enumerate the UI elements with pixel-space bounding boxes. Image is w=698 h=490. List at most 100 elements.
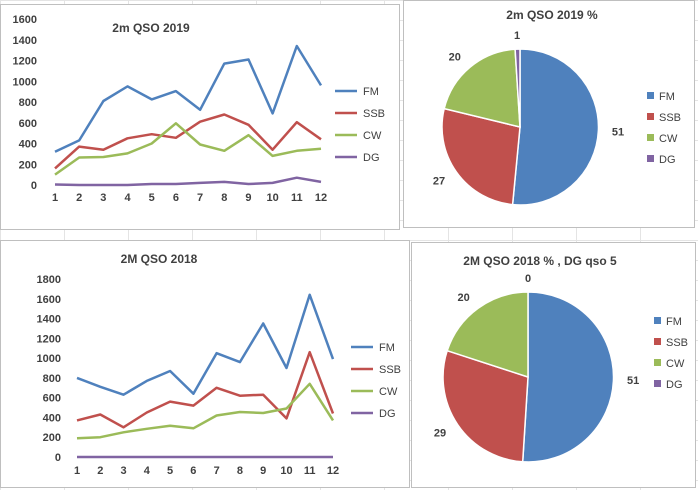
y-tick-label: 200 [43,432,61,444]
data-label: 51 [612,126,624,138]
data-label: 29 [434,428,446,440]
legend-label-fm: FM [666,316,682,328]
pie-chart-2018: 2M QSO 2018 % , DG qso 5 51 29 20 0 FM SSB CW DG [411,242,696,488]
legend-label-cw: CW [363,130,382,142]
legend-label-fm: FM [379,342,395,354]
x-tick-label: 1 [52,192,58,204]
data-label: 0 [525,273,531,285]
y-tick-label: 0 [31,180,37,192]
y-tick-label: 1600 [37,294,61,306]
legend-label-dg: DG [379,408,396,420]
pie-chart-2018-svg: 2M QSO 2018 % , DG qso 5 51 29 20 0 FM SSB CW DG [434,254,688,463]
legend-swatch-cw [654,359,661,366]
legend-label-ssb: SSB [666,337,688,349]
pie-chart-2019-svg: 2m QSO 2019 % 51 27 20 1 FM SSB CW DG [433,8,681,206]
series-line-ssb [54,113,322,170]
x-tick-label: 2 [76,192,82,204]
series-line-fm [54,44,323,153]
y-tick-label: 800 [43,373,61,385]
x-tick-label: 9 [260,465,266,477]
y-tick-label: 400 [43,412,61,424]
line-chart-2018-svg: 2M QSO 2018 0 200 400 600 800 1000 1200 1400 1600… [37,252,402,477]
pie-slice-ssb [441,107,521,206]
legend-swatch-ssb [654,338,661,345]
y-tick-label: 600 [19,118,37,130]
y-tick-label: 1000 [13,76,37,88]
line-chart-2019-svg: 2m QSO 2019 0 200 400 600 800 1000 1200 1400 1600… [13,14,386,204]
y-tick-label: 800 [19,97,37,109]
legend-label-ssb: SSB [363,108,385,120]
x-tick-label: 12 [315,192,327,204]
x-tick-label: 8 [221,192,227,204]
legend-label-ssb: SSB [379,364,401,376]
legend-label-cw: CW [666,358,685,370]
x-tick-label: 2 [97,465,103,477]
pie-slice-fm [521,291,615,463]
legend-label-dg: DG [659,154,676,166]
series-line-cw [76,382,335,440]
y-tick-label: 400 [19,139,37,151]
pie-slice-cw [443,48,521,128]
series-line-dg [54,176,322,187]
y-tick-label: 1200 [37,333,61,345]
legend-swatch-dg [654,380,661,387]
pie-chart-2019: 2m QSO 2019 % 51 27 20 1 FM SSB CW DG [403,0,695,228]
data-label: 27 [433,175,445,187]
series-line-fm [76,293,335,396]
chart-title: 2M QSO 2018 [121,252,198,266]
legend-label-cw: CW [659,133,678,145]
legend-swatch-fm [647,92,654,99]
x-tick-label: 11 [291,192,303,204]
x-tick-label: 10 [280,465,292,477]
legend-label-dg: DG [666,379,683,391]
chart-title: 2m QSO 2019 [112,21,190,35]
pie-slice-ssb [442,349,529,463]
data-label: 1 [514,30,520,42]
x-tick-label: 7 [197,192,203,204]
y-tick-label: 1800 [37,274,61,286]
legend-swatch-fm [654,317,661,324]
y-tick-label: 1600 [13,14,37,26]
pie-slice-fm [511,48,600,206]
legend-label-fm: FM [659,91,675,103]
pie-slice-cw [446,291,529,379]
x-tick-label: 7 [214,465,220,477]
y-tick-label: 200 [19,159,37,171]
x-tick-label: 3 [100,192,106,204]
x-tick-label: 4 [124,192,131,204]
chart-title: 2M QSO 2018 % , DG qso 5 [463,254,617,268]
x-tick-label: 6 [173,192,179,204]
chart-title: 2m QSO 2019 % [506,8,598,22]
x-tick-label: 5 [167,465,173,477]
x-tick-label: 12 [327,465,339,477]
data-label: 20 [449,52,461,64]
x-tick-label: 8 [237,465,243,477]
legend-swatch-ssb [647,113,654,120]
series-line-cw [54,122,322,176]
legend-swatch-dg [647,155,654,162]
x-tick-label: 10 [267,192,279,204]
line-chart-2019: 2m QSO 2019 0 200 400 600 800 1000 1200 1400 1600… [0,4,400,230]
x-tick-label: 1 [74,465,80,477]
series-line-ssb [76,350,335,429]
line-chart-2018: 2M QSO 2018 0 200 400 600 800 1000 1200 1400 1600… [0,240,410,488]
x-tick-label: 9 [245,192,251,204]
x-tick-label: 3 [120,465,126,477]
legend-label-dg: DG [363,152,380,164]
legend-label-cw: CW [379,386,398,398]
legend-label-ssb: SSB [659,112,681,124]
y-tick-label: 1200 [13,56,37,68]
y-tick-label: 1400 [37,314,61,326]
x-tick-label: 4 [144,465,151,477]
x-tick-label: 5 [149,192,155,204]
y-tick-label: 0 [55,452,61,464]
y-tick-label: 1000 [37,353,61,365]
legend-swatch-cw [647,134,654,141]
data-label: 51 [627,375,639,387]
x-tick-label: 11 [304,465,316,477]
pie-slice-dg [514,48,521,128]
legend-label-fm: FM [363,86,379,98]
data-label: 20 [458,292,470,304]
x-tick-label: 6 [190,465,196,477]
y-tick-label: 600 [43,393,61,405]
